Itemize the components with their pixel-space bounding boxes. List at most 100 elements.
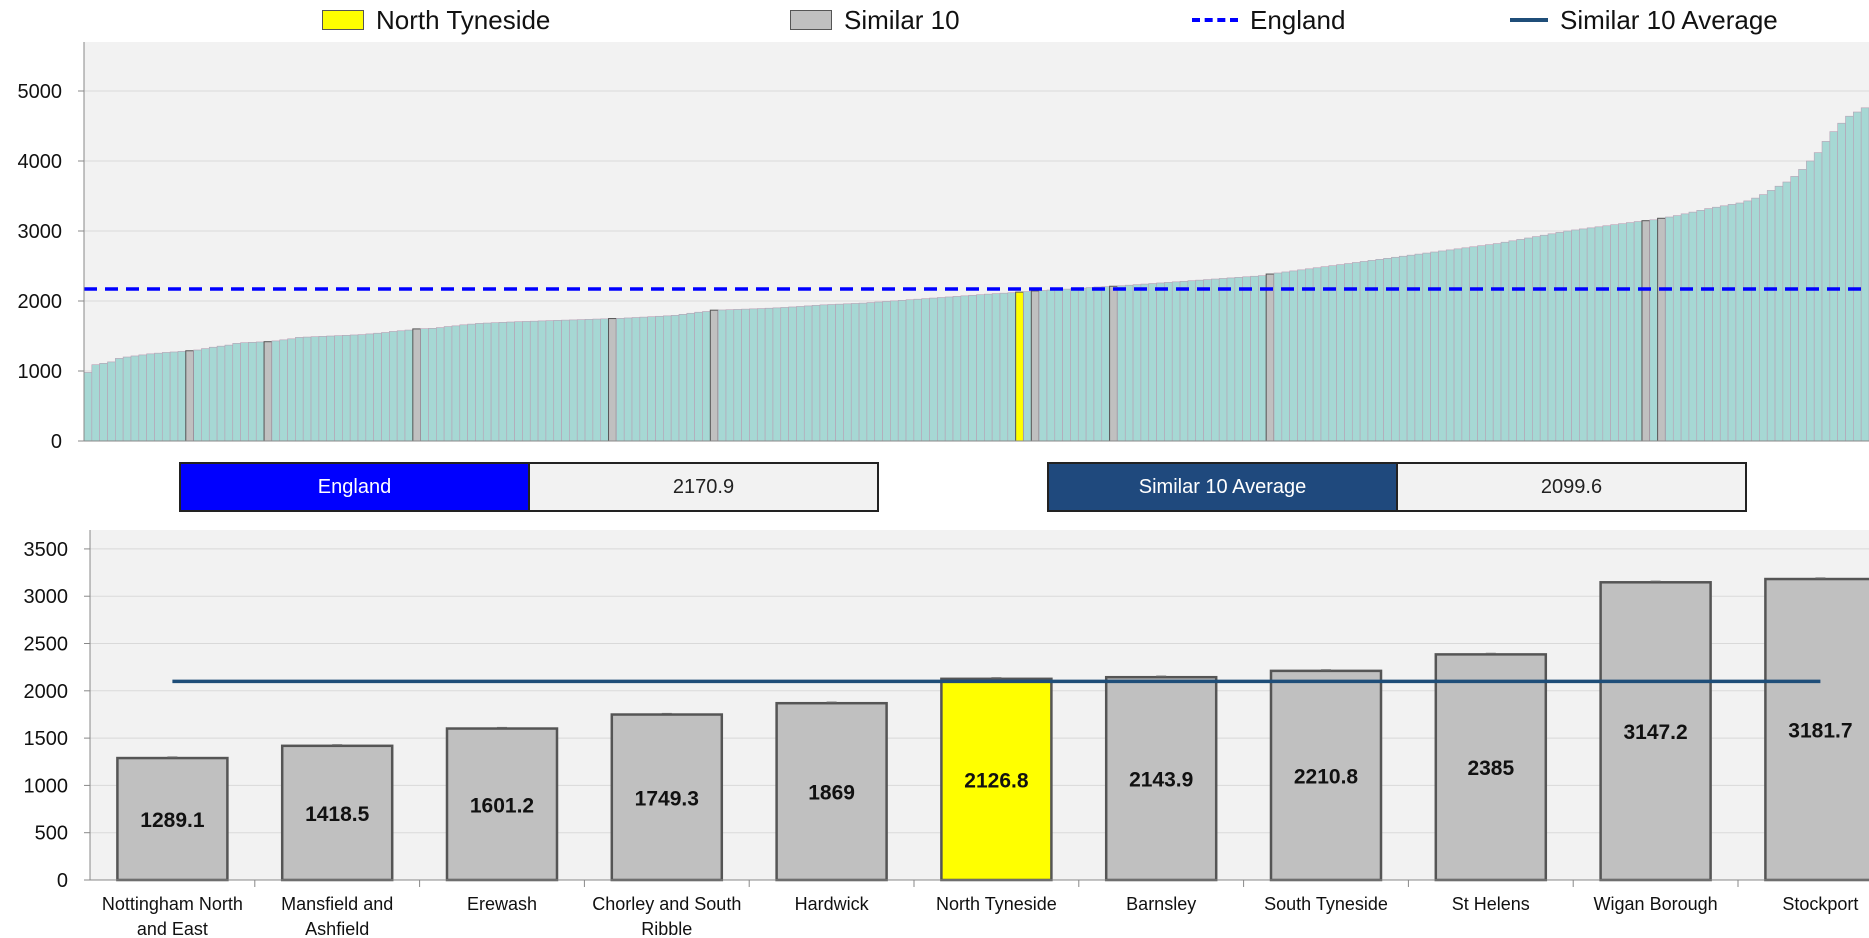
bar-value-label: 3181.7 — [1788, 720, 1852, 743]
area-bar — [1242, 276, 1251, 442]
area-bar — [749, 308, 758, 442]
area-bar — [1735, 202, 1745, 442]
area-bar — [561, 319, 570, 442]
area-bar — [161, 352, 171, 442]
area-bar — [1610, 224, 1619, 442]
england-stat-label: England — [179, 462, 530, 512]
area-bar — [592, 318, 602, 442]
area-bar — [1532, 236, 1541, 442]
bar-similar-area — [775, 701, 888, 882]
area-bar — [240, 342, 249, 442]
area-bar — [1414, 253, 1424, 442]
area-bar — [725, 309, 735, 442]
area-bar — [1633, 221, 1643, 442]
area-bar — [866, 302, 876, 442]
area-bar — [929, 297, 938, 442]
area-bar — [1602, 225, 1611, 442]
area-bar — [255, 341, 265, 442]
x-category-label: Erewash — [467, 894, 537, 914]
area-bar — [428, 327, 437, 442]
area-bar — [1594, 226, 1604, 442]
area-bar — [1320, 266, 1330, 442]
area-bar — [1430, 251, 1439, 442]
area-bar — [678, 313, 688, 442]
area-bar — [631, 317, 641, 442]
legend-swatch-north-tyneside — [322, 10, 364, 30]
x-category-label: Mansfield and — [281, 894, 393, 914]
area-bar — [960, 295, 969, 442]
area-bar — [318, 336, 327, 442]
bar-value-label: 1749.3 — [635, 787, 699, 810]
area-bar — [1821, 141, 1831, 442]
y-tick-label: 2500 — [24, 634, 69, 656]
area-bar — [819, 304, 829, 442]
area-bar — [1524, 237, 1533, 442]
bar-value-label: 1289.1 — [140, 809, 205, 832]
area-bar — [976, 294, 985, 442]
area-bar — [1712, 206, 1721, 442]
area-bar — [193, 349, 202, 442]
x-category-label: Nottingham North — [102, 894, 243, 914]
area-bar — [1211, 278, 1220, 442]
area-bar — [756, 308, 766, 442]
area-bar — [1539, 234, 1549, 442]
area-bar — [1688, 211, 1698, 442]
area-bar — [1070, 288, 1079, 442]
area-bar — [850, 303, 860, 442]
legend-swatch-similar-10 — [790, 10, 832, 30]
similar-average-stat-label: Similar 10 Average — [1047, 462, 1398, 512]
area-bar — [529, 320, 539, 442]
area-bar — [138, 354, 147, 442]
area-bar — [843, 303, 852, 442]
area-bar — [780, 307, 789, 442]
area-bar-similar — [1109, 285, 1118, 442]
area-bar — [146, 353, 155, 442]
y-tick-label: 2000 — [18, 291, 63, 313]
area-bar — [1665, 216, 1674, 442]
area-bar — [1798, 169, 1807, 442]
area-bar — [1132, 284, 1142, 442]
x-category-label: Stockport — [1782, 894, 1858, 914]
x-category-label: Chorley and South — [592, 894, 741, 914]
area-bar — [334, 335, 343, 442]
area-bar — [436, 327, 445, 442]
bar-value-label: 1418.5 — [305, 803, 370, 826]
bar-north-tyneside — [940, 677, 1053, 882]
area-bar — [1508, 240, 1517, 442]
area-bar — [670, 315, 680, 442]
area-bar — [584, 319, 594, 442]
bar-value-label: 1601.2 — [470, 794, 534, 817]
area-bar — [1500, 241, 1510, 442]
y-tick-label: 3500 — [24, 539, 69, 561]
area-bar — [1179, 280, 1189, 442]
bar-similar-area — [1599, 581, 1712, 882]
area-bar — [702, 311, 711, 442]
area-bar — [1124, 284, 1134, 442]
chart-legend: North Tyneside Similar 10 England Simila… — [0, 0, 1869, 40]
area-bar-north-tyneside — [1015, 291, 1024, 442]
area-bar — [897, 299, 907, 442]
area-bar — [1626, 222, 1635, 442]
area-bar — [553, 320, 562, 442]
area-bar — [295, 337, 304, 442]
area-bar — [1492, 243, 1502, 442]
area-bar — [623, 317, 633, 442]
area-bar — [349, 334, 359, 442]
legend-label-similar-10: Similar 10 — [844, 4, 960, 35]
legend-label-similar-10-average: Similar 10 Average — [1560, 4, 1778, 35]
area-bar — [764, 307, 774, 442]
area-bar — [1312, 267, 1322, 442]
area-bar — [373, 332, 382, 442]
area-bar — [342, 334, 351, 442]
area-bar — [1085, 287, 1095, 442]
area-bar — [1305, 268, 1314, 442]
x-category-label: St Helens — [1452, 894, 1530, 914]
area-bar — [232, 343, 241, 442]
area-bar — [835, 303, 844, 442]
area-bar — [498, 322, 508, 442]
area-bar — [1672, 215, 1682, 442]
area-bar — [1117, 285, 1126, 442]
legend-item-similar-10: Similar 10 — [790, 4, 960, 36]
area-bar — [490, 322, 500, 442]
area-bar — [1453, 248, 1463, 442]
